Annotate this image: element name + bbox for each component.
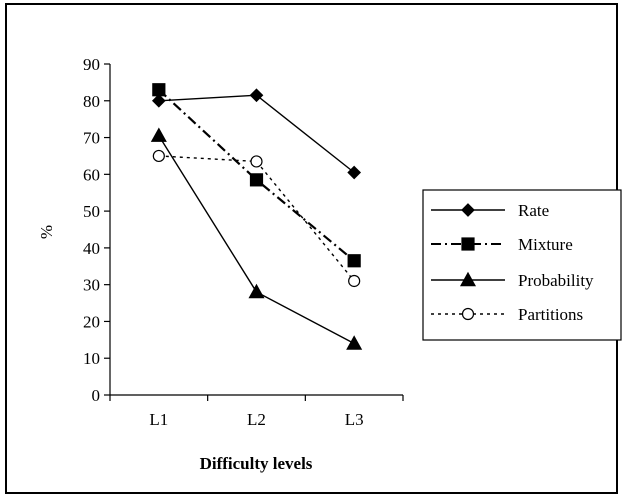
- y-tick-label: 70: [83, 129, 100, 148]
- y-tick-label: 40: [83, 239, 100, 258]
- legend: Rate Mixture Probability Partitions: [422, 189, 622, 341]
- series-rate: [151, 88, 362, 180]
- series-mixture: [152, 83, 361, 268]
- legend-label: Partitions: [518, 305, 583, 324]
- legend-marker-triangle: [459, 271, 477, 287]
- data-point-triangle: [150, 127, 167, 142]
- x-ticks: L1 L2 L3: [109, 395, 404, 429]
- data-point-square: [347, 254, 361, 268]
- data-point-diamond: [347, 165, 362, 180]
- data-point-circle: [250, 155, 263, 168]
- y-tick-label: 30: [83, 276, 100, 295]
- data-point-square: [249, 173, 264, 187]
- data-point-diamond: [151, 93, 166, 108]
- data-point-diamond: [249, 88, 264, 103]
- legend-label: Mixture: [518, 235, 573, 254]
- legend-entry-partitions: Partitions: [431, 305, 583, 324]
- x-tick-label: L2: [247, 410, 266, 429]
- y-tick-label: 10: [83, 349, 100, 368]
- legend-marker-circle: [461, 307, 475, 321]
- legend-entry-rate: Rate: [431, 201, 549, 220]
- y-ticks: 0 10 20 30 40 50 60 70 80 90: [83, 55, 110, 405]
- series-line: [158, 88, 355, 262]
- data-point-triangle: [346, 335, 363, 350]
- legend-entry-mixture: Mixture: [431, 235, 573, 254]
- legend-marker-square: [461, 237, 475, 251]
- data-point-circle: [348, 274, 361, 288]
- legend-marker-diamond: [461, 203, 475, 217]
- y-tick-label: 60: [83, 165, 100, 184]
- y-tick-label: 50: [83, 202, 100, 221]
- series-partitions: [152, 149, 361, 288]
- legend-label: Probability: [518, 271, 594, 290]
- y-tick-label: 0: [92, 386, 101, 405]
- y-tick-label: 20: [83, 312, 100, 331]
- data-point-square: [152, 83, 166, 97]
- series-layer: [150, 83, 363, 350]
- data-point-circle: [152, 149, 165, 163]
- data-point-triangle: [248, 283, 265, 299]
- legend-box: [422, 189, 622, 341]
- y-tick-label: 80: [83, 92, 100, 111]
- y-axis-title: %: [37, 225, 56, 239]
- x-tick-label: L3: [345, 410, 364, 429]
- x-tick-label: L1: [149, 410, 168, 429]
- axes: [109, 64, 403, 396]
- x-axis-title: Difficulty levels: [200, 454, 313, 473]
- legend-entry-probability: Probability: [431, 271, 594, 290]
- y-tick-label: 90: [83, 55, 100, 74]
- legend-label: Rate: [518, 201, 549, 220]
- series-probability: [150, 127, 363, 350]
